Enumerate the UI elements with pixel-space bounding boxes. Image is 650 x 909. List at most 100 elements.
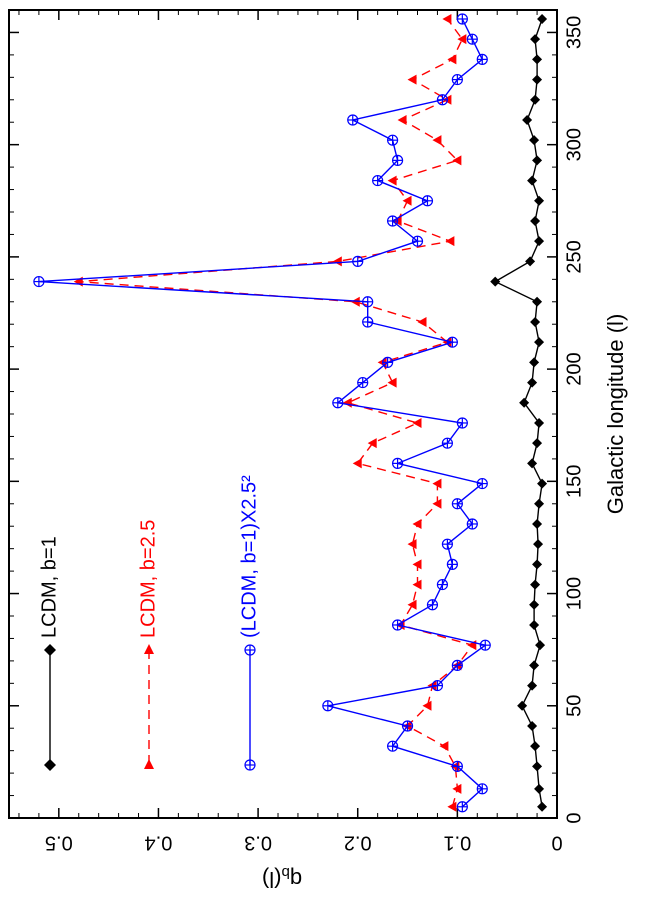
data-point-2 (451, 659, 463, 671)
data-point-0 (527, 175, 538, 186)
data-point-2 (476, 783, 488, 795)
data-point-2 (446, 558, 458, 570)
y-tick-label: 0 (551, 832, 562, 854)
data-point-0 (534, 783, 545, 794)
data-point-1 (422, 700, 432, 711)
data-point-0 (525, 256, 536, 267)
data-point-0 (530, 316, 541, 327)
legend-entry-scaled: (LCDM, b=1)X2.5² (238, 475, 260, 771)
data-point-1 (432, 135, 442, 146)
data-point-2 (451, 760, 463, 772)
x-tick-label: 300 (563, 128, 585, 161)
data-point-2 (436, 94, 449, 106)
data-point-2 (441, 437, 453, 449)
data-point-2 (411, 235, 424, 247)
data-point-0 (534, 337, 545, 348)
data-point-0 (537, 801, 548, 812)
data-point-0 (534, 195, 545, 206)
legend-marker-top-lcdm-b1 (44, 644, 56, 656)
data-point-0 (532, 518, 543, 529)
data-point-2 (476, 477, 488, 490)
data-point-1 (352, 458, 362, 469)
legend-marker-top-scaled (244, 644, 256, 656)
data-point-1 (447, 54, 457, 65)
data-point-0 (534, 417, 545, 428)
x-tick-label: 100 (563, 577, 585, 610)
data-point-0 (527, 458, 538, 469)
data-point-1 (412, 518, 422, 529)
data-point-2 (431, 679, 444, 692)
data-point-2 (466, 518, 478, 530)
data-point-2 (322, 700, 334, 712)
data-point-0 (530, 94, 541, 105)
y-tick-label: 0.2 (344, 832, 372, 854)
legend: LCDM, b=1 LCDM, b=2.5 (LCDM, b=1)X2.5² (38, 475, 260, 771)
data-point-1 (417, 316, 427, 327)
y-axis-title: qb(l) (262, 864, 302, 892)
y-tick-label: 0.1 (443, 832, 471, 854)
y-axis-title-main: q (290, 867, 302, 892)
y-tick-label: 0.5 (45, 832, 73, 854)
data-point-0 (532, 74, 543, 85)
data-point-2 (347, 114, 359, 126)
x-axis-title: Galactic longitude (l) (603, 314, 628, 515)
data-point-2 (426, 599, 439, 611)
data-point-0 (532, 296, 543, 307)
data-point-1 (442, 13, 452, 24)
data-point-0 (532, 761, 543, 772)
data-point-2 (33, 275, 45, 288)
data-point-2 (451, 498, 463, 510)
data-point-0 (529, 619, 540, 630)
data-point-1 (447, 801, 457, 812)
legend-marker-bottom-scaled (244, 759, 256, 771)
data-point-1 (452, 783, 462, 794)
data-point-1 (432, 498, 442, 509)
x-tick-label: 350 (563, 16, 585, 49)
data-point-2 (387, 134, 399, 146)
legend-marker-bottom-lcdm-b25 (144, 759, 154, 769)
data-point-0 (527, 720, 538, 731)
data-point-1 (397, 114, 407, 125)
series-line-2 (38, 18, 487, 808)
data-point-0 (535, 640, 546, 651)
data-point-1 (402, 195, 412, 206)
data-point-1 (412, 559, 422, 570)
data-point-0 (529, 135, 540, 146)
data-point-0 (490, 276, 501, 287)
data-point-0 (530, 34, 541, 45)
x-tick-label: 50 (563, 695, 585, 717)
data-point-0 (537, 478, 548, 489)
x-tick-label: 200 (563, 352, 585, 385)
data-point-0 (533, 539, 544, 550)
data-point-2 (372, 174, 384, 187)
legend-entry-lcdm-b1: LCDM, b=1 (38, 536, 60, 771)
data-point-0 (537, 13, 548, 24)
data-point-1 (387, 377, 397, 388)
data-point-0 (532, 559, 543, 570)
y-axis-title-arg: (l) (262, 867, 282, 892)
data-point-0 (529, 599, 540, 610)
data-point-1 (350, 296, 360, 307)
data-point-1 (332, 256, 342, 267)
data-point-0 (519, 397, 530, 408)
legend-label-lcdm-b25: LCDM, b=2.5 (137, 520, 159, 638)
data-point-0 (527, 377, 538, 388)
data-point-2 (446, 336, 458, 348)
legend-marker-top-lcdm-b25 (144, 644, 154, 654)
data-point-2 (352, 255, 364, 267)
data-point-0 (532, 155, 543, 166)
data-point-1 (387, 175, 397, 186)
y-tick-label: 0.4 (145, 832, 173, 854)
data-point-1 (342, 397, 352, 408)
data-point-2 (466, 33, 478, 45)
legend-marker-bottom-lcdm-b1 (44, 759, 56, 771)
series-line-1 (78, 18, 474, 807)
data-point-1 (412, 417, 422, 428)
data-point-0 (527, 680, 538, 691)
data-point-1 (457, 34, 467, 45)
data-point-2 (421, 195, 434, 207)
data-point-1 (439, 741, 449, 752)
data-point-1 (452, 155, 462, 166)
data-point-2 (387, 740, 399, 752)
data-point-2 (456, 13, 468, 25)
